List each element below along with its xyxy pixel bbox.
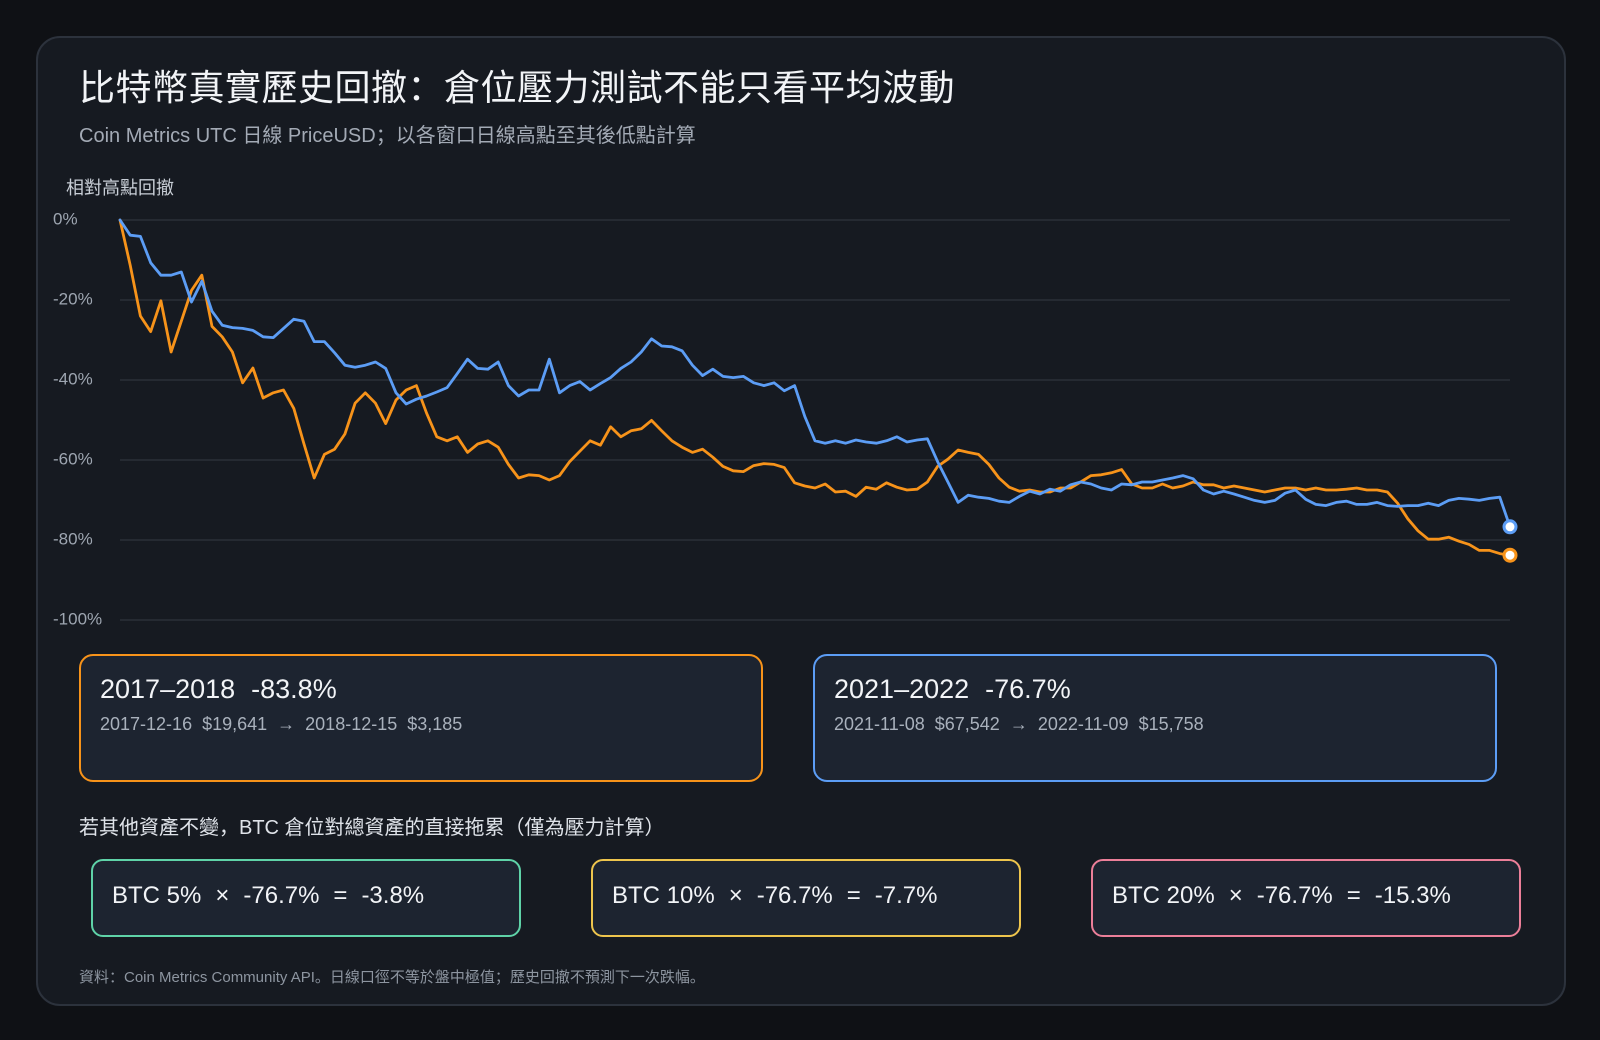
end-marker-2021-2022 xyxy=(1502,519,1518,535)
portfolio-drag: -3.8% xyxy=(361,882,425,909)
chart-panel xyxy=(36,36,1566,1006)
period-detail: 2021-11-08 $67,542 → 2022-11-09 $15,758 xyxy=(834,713,1204,735)
trough-price: $3,185 xyxy=(407,714,463,734)
multiply-icon: × xyxy=(728,882,743,909)
period-card-2021-2022: 2021–2022 -76.7% 2021-11-08 $67,542 → 2022-1… xyxy=(813,654,1497,782)
drawdown-value: -76.7% xyxy=(1256,882,1333,909)
y-tick-label: -80% xyxy=(53,529,93,548)
btc-weight: BTC 10% xyxy=(612,882,715,909)
stress-caption: 若其他資產不變，BTC 倉位對總資產的直接拖累（僅為壓力計算） xyxy=(79,817,665,839)
period-label: 2021–2022 xyxy=(834,674,970,704)
equals-icon: = xyxy=(846,882,861,909)
y-tick-label: -40% xyxy=(53,369,93,388)
period-detail: 2017-12-16 $19,641 → 2018-12-15 $3,185 xyxy=(100,713,462,735)
trough-date: 2018-12-15 xyxy=(305,714,398,734)
stress-card-5pct: BTC 5% × -76.7% = -3.8% xyxy=(91,859,521,937)
period-headline: 2017–2018 -83.8% xyxy=(100,672,337,706)
page-title: 比特幣真實歷史回撤：倉位壓力測試不能只看平均波動 xyxy=(79,67,956,108)
arrow-right-icon: → xyxy=(277,714,296,734)
btc-weight: BTC 5% xyxy=(112,882,202,909)
period-label: 2017–2018 xyxy=(100,674,236,704)
trough-date: 2022-11-09 xyxy=(1037,714,1129,734)
period-headline: 2021–2022 -76.7% xyxy=(834,672,1071,706)
grid xyxy=(120,219,1510,621)
drawdown-line-chart: 相對高點回撤 0% -20% -40% -60% -80% -100% xyxy=(53,178,1518,628)
stress-card-20pct: BTC 20% × -76.7% = -15.3% xyxy=(1091,859,1521,937)
multiply-icon: × xyxy=(1228,882,1243,909)
y-tick-label: -20% xyxy=(53,289,93,308)
page-subtitle: Coin Metrics UTC 日線 PriceUSD；以各窗口日線高點至其後… xyxy=(79,125,696,147)
y-axis-ticks: 0% -20% -40% -60% -80% -100% xyxy=(53,209,102,628)
peak-price: $67,542 xyxy=(934,714,1000,734)
period-drawdown: -76.7% xyxy=(985,674,1071,704)
trough-price: $15,758 xyxy=(1138,714,1204,734)
btc-weight: BTC 20% xyxy=(1112,882,1215,909)
stress-formula: BTC 20% × -76.7% = -15.3% xyxy=(1112,879,1451,913)
multiply-icon: × xyxy=(215,882,230,909)
portfolio-drag: -7.7% xyxy=(874,882,938,909)
portfolio-drag: -15.3% xyxy=(1374,882,1451,909)
y-tick-label: 0% xyxy=(53,209,78,228)
period-drawdown: -83.8% xyxy=(251,674,337,704)
peak-price: $19,641 xyxy=(202,714,268,734)
y-tick-label: -60% xyxy=(53,449,93,468)
peak-date: 2021-11-08 xyxy=(834,714,925,734)
drawdown-value: -76.7% xyxy=(756,882,833,909)
stress-card-10pct: BTC 10% × -76.7% = -7.7% xyxy=(591,859,1021,937)
plot-series xyxy=(118,218,1518,563)
equals-icon: = xyxy=(333,882,348,909)
equals-icon: = xyxy=(1346,882,1361,909)
stress-formula: BTC 10% × -76.7% = -7.7% xyxy=(612,879,937,913)
series-line-2021-2022 xyxy=(118,218,1512,529)
series-line-2017-2018 xyxy=(118,218,1512,557)
y-tick-label: -100% xyxy=(53,609,102,628)
arrow-right-icon: → xyxy=(1009,714,1028,734)
end-marker-2017-2018 xyxy=(1502,547,1518,563)
peak-date: 2017-12-16 xyxy=(100,714,193,734)
stress-formula: BTC 5% × -76.7% = -3.8% xyxy=(112,879,424,913)
source-note: 資料：Coin Metrics Community API。日線口徑不等於盤中極… xyxy=(79,969,705,986)
period-card-2017-2018: 2017–2018 -83.8% 2017-12-16 $19,641 → 2018-1… xyxy=(79,654,763,782)
drawdown-value: -76.7% xyxy=(243,882,320,909)
y-axis-label: 相對高點回撤 xyxy=(66,178,174,198)
